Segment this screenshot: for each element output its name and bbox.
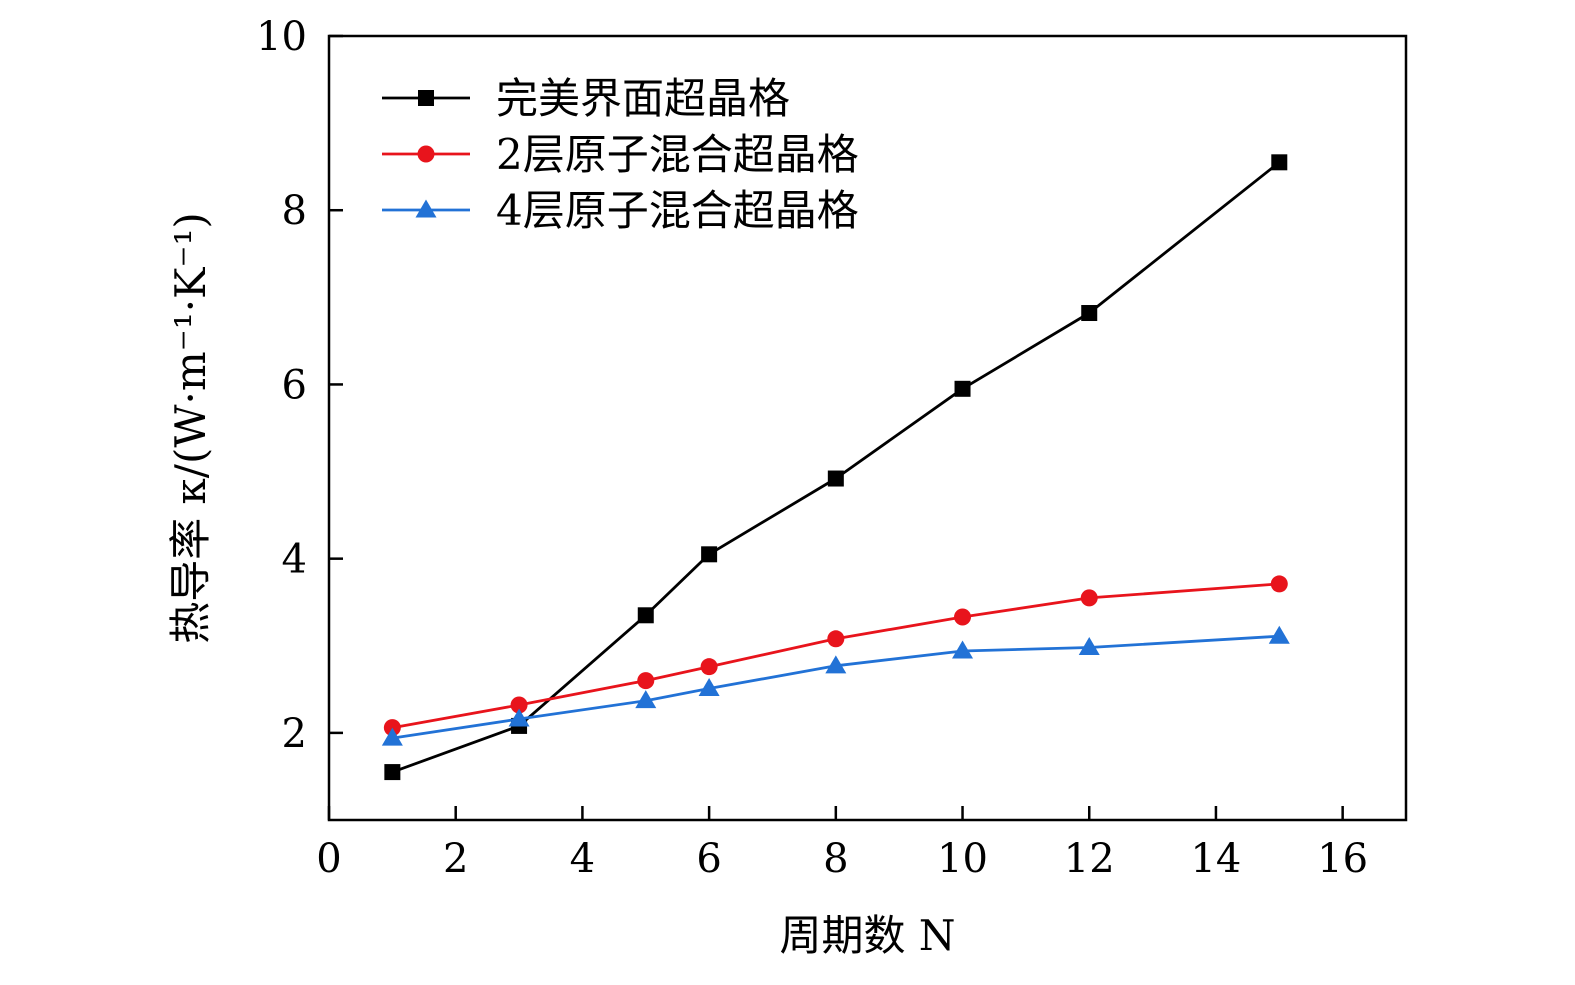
- y-axis-title: 热导率 κ/(W·m⁻¹·K⁻¹): [166, 212, 215, 644]
- data-point: [637, 607, 654, 624]
- data-point: [1268, 625, 1290, 644]
- legend-label: 4层原子混合超晶格: [496, 186, 859, 235]
- data-point: [827, 470, 844, 487]
- x-tick-label: 14: [1190, 836, 1241, 882]
- x-tick-label: 10: [937, 836, 988, 882]
- series-line: [392, 634, 1280, 740]
- data-point: [827, 630, 845, 648]
- legend: 完美界面超晶格 2层原子混合超晶格 4层原子混合超晶格: [382, 74, 859, 235]
- legend-marker: [415, 199, 437, 218]
- plot-frame: [327, 34, 1408, 822]
- legend-marker: [418, 90, 434, 106]
- legend-marker: [417, 145, 435, 163]
- x-tick-label: 12: [1064, 836, 1115, 882]
- x-tick-label: 6: [696, 836, 721, 882]
- data-point: [1078, 637, 1100, 656]
- series-line: [392, 582, 1280, 730]
- y-tick-label: 8: [282, 188, 307, 234]
- axes: 0 2 4 6 8 10 12 14 16 2 4 6 8 10: [256, 14, 1408, 882]
- x-tick-label: 4: [570, 836, 595, 882]
- y-tick-label: 2: [282, 711, 307, 757]
- data-point: [952, 640, 974, 659]
- series-3: [381, 625, 1290, 746]
- data-point: [825, 655, 847, 674]
- x-axis-title: 周期数 N: [779, 911, 955, 960]
- data-point: [384, 764, 401, 781]
- x-tick-label: 0: [316, 836, 341, 882]
- data-point: [698, 677, 720, 696]
- data-point: [701, 546, 718, 563]
- data-point: [381, 727, 403, 746]
- legend-entry-2: 2层原子混合超晶格: [382, 130, 859, 179]
- data-point: [1270, 575, 1288, 593]
- data-point: [700, 658, 718, 676]
- legend-label: 完美界面超晶格: [496, 74, 790, 123]
- legend-entry-3: 4层原子混合超晶格: [382, 186, 859, 235]
- y-tick-label: 4: [282, 537, 307, 583]
- x-tick-label: 8: [823, 836, 848, 882]
- data-point: [1080, 589, 1098, 607]
- data-point: [508, 708, 530, 727]
- data-point: [635, 690, 657, 709]
- x-tick-label: 2: [443, 836, 468, 882]
- x-tick-label: 16: [1317, 836, 1368, 882]
- data-point: [954, 608, 972, 626]
- legend-entry-1: 完美界面超晶格: [382, 74, 790, 123]
- data-point: [1081, 305, 1098, 322]
- y-tick-label: 6: [282, 362, 307, 408]
- data-point: [954, 380, 971, 397]
- y-tick-label: 10: [256, 14, 307, 60]
- data-point: [510, 696, 528, 714]
- series-1: [384, 154, 1288, 781]
- data-point: [637, 672, 655, 690]
- series-line: [391, 161, 1281, 774]
- data-point: [1271, 154, 1288, 171]
- legend-label: 2层原子混合超晶格: [496, 130, 859, 179]
- series-group: [381, 154, 1290, 781]
